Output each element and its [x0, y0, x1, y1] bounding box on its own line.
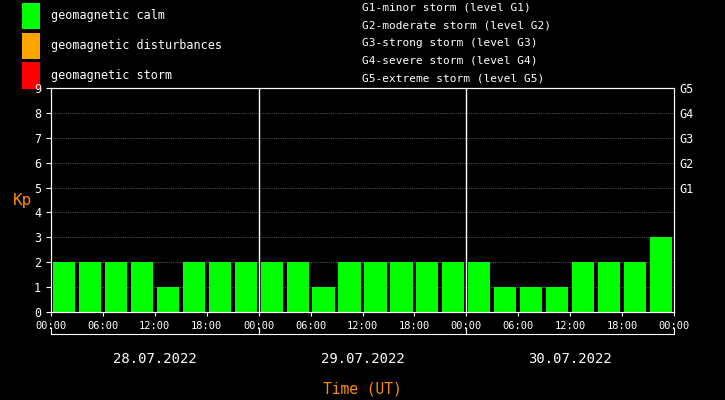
Text: 28.07.2022: 28.07.2022	[113, 352, 196, 366]
Bar	[183, 262, 204, 312]
Bar	[391, 262, 413, 312]
Bar	[235, 262, 257, 312]
Bar	[547, 287, 568, 312]
Text: Time (UT): Time (UT)	[323, 381, 402, 396]
Bar	[157, 287, 178, 312]
Bar	[650, 237, 672, 312]
Bar	[598, 262, 621, 312]
Bar	[130, 262, 153, 312]
Bar	[22, 62, 40, 89]
Bar	[572, 262, 594, 312]
Bar	[339, 262, 360, 312]
Bar	[494, 287, 516, 312]
Text: G5-extreme storm (level G5): G5-extreme storm (level G5)	[362, 73, 544, 83]
Text: G4-severe storm (level G4): G4-severe storm (level G4)	[362, 56, 538, 66]
Text: G3-strong storm (level G3): G3-strong storm (level G3)	[362, 38, 538, 48]
Text: 29.07.2022: 29.07.2022	[320, 352, 405, 366]
Bar	[260, 262, 283, 312]
Bar	[521, 287, 542, 312]
Y-axis label: Kp: Kp	[13, 192, 33, 208]
Text: geomagnetic disturbances: geomagnetic disturbances	[51, 39, 222, 52]
Bar	[624, 262, 646, 312]
Bar	[209, 262, 231, 312]
Bar	[22, 32, 40, 59]
Bar	[286, 262, 309, 312]
Bar	[365, 262, 386, 312]
Text: geomagnetic calm: geomagnetic calm	[51, 9, 165, 22]
Bar	[416, 262, 439, 312]
Bar	[442, 262, 465, 312]
Bar	[79, 262, 101, 312]
Text: G2-moderate storm (level G2): G2-moderate storm (level G2)	[362, 20, 552, 30]
Bar	[468, 262, 490, 312]
Bar	[104, 262, 127, 312]
Text: 30.07.2022: 30.07.2022	[529, 352, 612, 366]
Text: geomagnetic storm: geomagnetic storm	[51, 69, 172, 82]
Bar	[22, 3, 40, 29]
Text: G1-minor storm (level G1): G1-minor storm (level G1)	[362, 3, 531, 13]
Bar	[312, 287, 334, 312]
Bar	[53, 262, 75, 312]
